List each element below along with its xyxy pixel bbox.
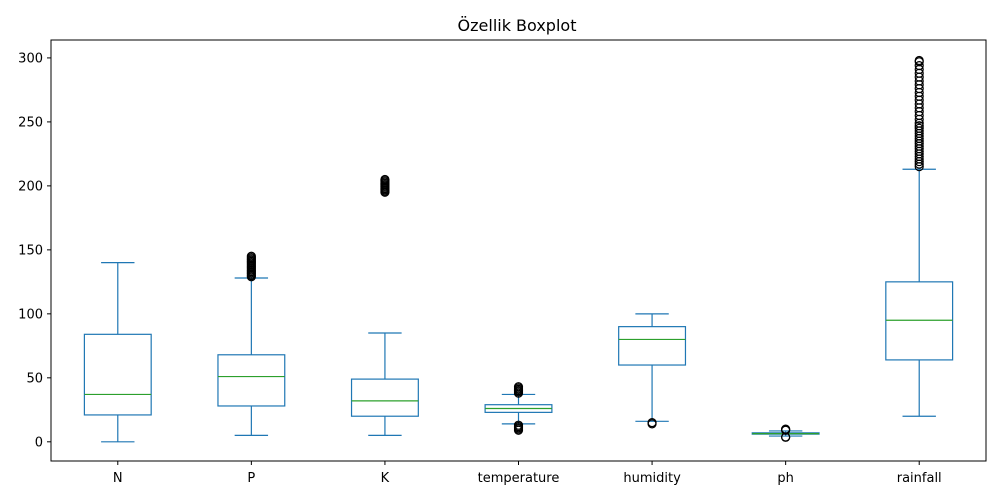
x-tick-label: K	[381, 471, 390, 486]
outlier-point	[380, 174, 390, 185]
iqr-box	[618, 326, 687, 366]
outlier-point	[914, 60, 924, 71]
iqr-box	[885, 281, 954, 361]
iqr-box	[83, 333, 152, 416]
x-tick-label: humidity	[623, 471, 681, 486]
box-N	[83, 262, 152, 443]
iqr-box	[350, 378, 419, 417]
box-ph	[751, 424, 820, 442]
box-K	[350, 174, 419, 437]
box-rainfall	[885, 55, 954, 417]
boxes-layer	[83, 55, 954, 443]
y-tick-label: 100	[18, 307, 43, 322]
y-tick-label: 250	[18, 115, 43, 130]
iqr-box	[217, 354, 286, 407]
outlier-point	[781, 424, 791, 434]
x-tick-label: ph	[777, 471, 794, 486]
y-tick-label: 0	[35, 435, 43, 450]
outlier-point	[914, 55, 924, 66]
box-humidity	[618, 313, 687, 429]
outlier-point	[914, 123, 924, 133]
y-tick-label: 200	[18, 179, 43, 194]
y-axis: 0 50 100 150 200 250 300	[18, 51, 51, 450]
box-P	[217, 251, 286, 437]
outlier-point	[914, 121, 924, 131]
x-tick-label: temperature	[478, 471, 560, 486]
x-tick-label: rainfall	[897, 471, 942, 486]
y-tick-label: 150	[18, 243, 43, 258]
outlier-point	[513, 420, 524, 430]
outlier-point	[246, 251, 256, 261]
outlier-point	[513, 382, 524, 392]
x-tick-label: N	[113, 471, 123, 486]
x-tick-label: P	[247, 471, 255, 486]
chart-title: Özellik Boxplot	[458, 16, 577, 35]
y-tick-label: 50	[26, 371, 43, 386]
box-temperature	[484, 382, 553, 435]
outlier-point	[647, 418, 657, 428]
y-tick-label: 300	[18, 51, 43, 66]
